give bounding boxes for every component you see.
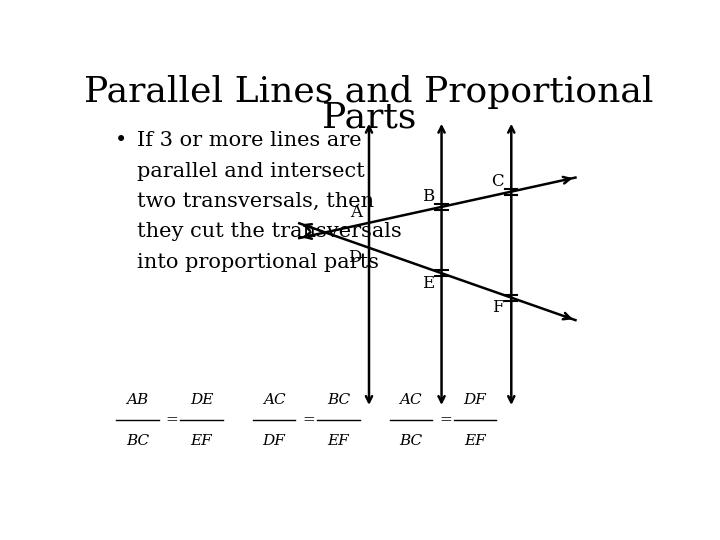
Text: EF: EF xyxy=(328,434,349,448)
Text: F: F xyxy=(492,299,504,316)
Text: parallel and intersect: parallel and intersect xyxy=(138,161,365,181)
Text: DF: DF xyxy=(263,434,286,448)
Text: two transversals, then: two transversals, then xyxy=(138,192,374,211)
Text: =: = xyxy=(302,413,315,427)
Text: DE: DE xyxy=(190,393,213,407)
Text: DF: DF xyxy=(464,393,487,407)
Text: =: = xyxy=(439,413,452,427)
Text: C: C xyxy=(492,173,504,190)
Text: EF: EF xyxy=(191,434,212,448)
Text: EF: EF xyxy=(464,434,486,448)
Text: into proportional parts: into proportional parts xyxy=(138,253,379,272)
Text: E: E xyxy=(422,275,434,292)
Text: A: A xyxy=(350,204,361,221)
Text: B: B xyxy=(422,188,434,205)
Text: If 3 or more lines are: If 3 or more lines are xyxy=(138,131,362,150)
Text: •: • xyxy=(115,131,127,150)
Text: D: D xyxy=(348,249,361,266)
Text: Parts: Parts xyxy=(322,100,416,134)
Text: AC: AC xyxy=(263,393,285,407)
Text: BC: BC xyxy=(327,393,350,407)
Text: BC: BC xyxy=(400,434,423,448)
Text: they cut the transversals: they cut the transversals xyxy=(138,222,402,241)
Text: BC: BC xyxy=(126,434,149,448)
Text: =: = xyxy=(166,413,179,427)
Text: AB: AB xyxy=(126,393,148,407)
Text: AC: AC xyxy=(400,393,422,407)
Text: Parallel Lines and Proportional: Parallel Lines and Proportional xyxy=(84,75,654,109)
